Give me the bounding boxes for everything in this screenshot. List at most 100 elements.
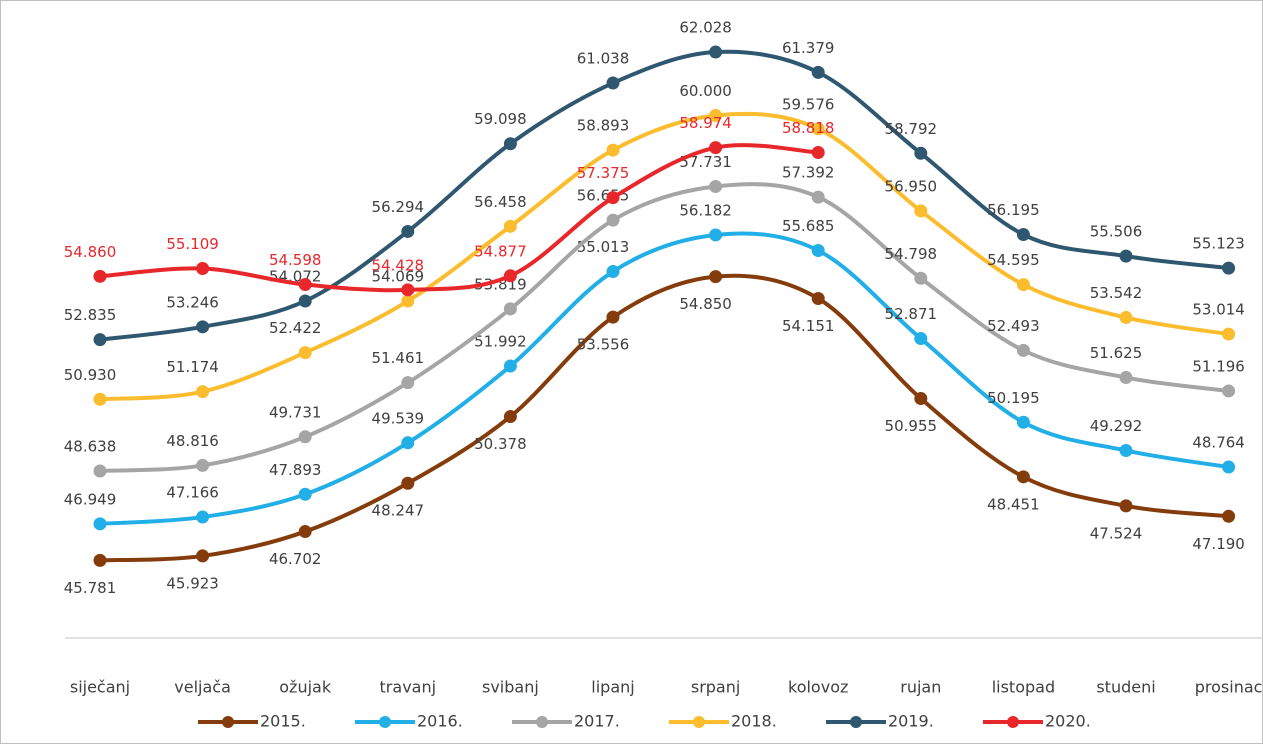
data-point (401, 376, 415, 390)
data-label: 54.151 (782, 317, 835, 335)
data-label: 56.655 (577, 187, 630, 205)
data-point (196, 385, 210, 399)
data-label: 45.781 (64, 579, 117, 597)
data-label: 45.923 (166, 574, 219, 592)
data-point (606, 265, 620, 279)
data-point (914, 146, 928, 160)
data-label: 49.292 (1090, 417, 1143, 435)
data-point (298, 525, 312, 539)
data-point (93, 333, 107, 347)
data-point (914, 271, 928, 285)
data-point (606, 191, 620, 205)
data-point (709, 179, 723, 193)
data-point (914, 332, 928, 346)
x-tick-label: prosinac (1195, 678, 1263, 697)
data-point (196, 510, 210, 524)
data-point (503, 359, 517, 373)
data-label: 58.893 (577, 117, 630, 135)
legend-marker (1007, 716, 1019, 728)
data-label: 57.375 (577, 164, 630, 182)
legend-marker (850, 716, 862, 728)
data-label: 54.798 (885, 245, 938, 263)
data-point (606, 213, 620, 227)
x-tick-label: veljača (174, 678, 231, 697)
data-label: 53.556 (577, 336, 630, 354)
data-label: 56.195 (987, 201, 1040, 219)
data-point (298, 430, 312, 444)
data-point (1119, 499, 1133, 513)
data-point (401, 283, 415, 297)
data-label: 47.524 (1090, 524, 1143, 542)
data-label: 54.860 (64, 243, 117, 261)
data-point (1119, 444, 1133, 458)
data-point (401, 294, 415, 308)
data-label: 58.792 (885, 120, 938, 138)
data-point (709, 45, 723, 59)
data-label: 51.174 (166, 358, 219, 376)
data-label: 57.731 (679, 153, 732, 171)
x-tick-label: listopad (992, 678, 1055, 697)
data-label: 58.818 (782, 119, 835, 137)
data-point (1222, 509, 1236, 523)
data-point (1016, 278, 1030, 292)
data-point (93, 269, 107, 283)
data-label: 52.493 (987, 317, 1040, 335)
data-label: 56.294 (372, 198, 425, 216)
data-label: 56.458 (474, 193, 527, 211)
x-tick-label: svibanj (482, 678, 539, 697)
data-label: 54.850 (679, 295, 732, 313)
data-label: 55.685 (782, 217, 835, 235)
data-point (709, 109, 723, 123)
data-point (1016, 415, 1030, 429)
data-point (1119, 249, 1133, 263)
data-label: 55.123 (1192, 235, 1245, 253)
data-label: 59.576 (782, 95, 835, 113)
data-point (1222, 327, 1236, 341)
data-label: 54.598 (269, 251, 322, 269)
data-point (1222, 261, 1236, 275)
data-label: 46.949 (64, 490, 117, 508)
data-point (709, 141, 723, 155)
data-point (298, 294, 312, 308)
data-label: 47.166 (166, 484, 219, 502)
data-label: 55.109 (166, 235, 219, 253)
data-label: 47.190 (1192, 535, 1245, 553)
data-point (401, 436, 415, 450)
x-tick-label: studeni (1096, 678, 1155, 697)
data-label: 53.014 (1192, 301, 1245, 319)
data-point (811, 292, 825, 306)
data-point (401, 476, 415, 490)
x-tick-label: rujan (900, 678, 941, 697)
data-label: 50.930 (64, 366, 117, 384)
data-label: 54.877 (474, 242, 527, 260)
data-label: 56.182 (679, 201, 732, 219)
data-point (811, 244, 825, 258)
legend-label: 2019. (888, 712, 934, 731)
series-line (99, 143, 819, 293)
data-label: 48.638 (64, 437, 117, 455)
data-point (811, 65, 825, 79)
data-point (93, 517, 107, 531)
data-label: 49.539 (372, 409, 425, 427)
data-label: 62.028 (679, 19, 732, 37)
data-point (1222, 460, 1236, 474)
data-point (606, 76, 620, 90)
legend-label: 2015. (260, 712, 306, 731)
legend-marker (379, 716, 391, 728)
data-label: 46.702 (269, 550, 322, 568)
legend-label: 2018. (731, 712, 777, 731)
data-point (1016, 343, 1030, 357)
data-label: 54.069 (372, 268, 425, 286)
data-point (503, 269, 517, 283)
data-label: 47.893 (269, 461, 322, 479)
data-label: 48.451 (987, 495, 1040, 513)
legend-marker (536, 716, 548, 728)
x-tick-label: lipanj (591, 678, 634, 697)
data-label: 50.195 (987, 389, 1040, 407)
x-tick-label: ožujak (279, 678, 332, 697)
legend-marker (222, 716, 234, 728)
x-tick-label: srpanj (691, 678, 740, 697)
data-label: 52.422 (269, 319, 322, 337)
